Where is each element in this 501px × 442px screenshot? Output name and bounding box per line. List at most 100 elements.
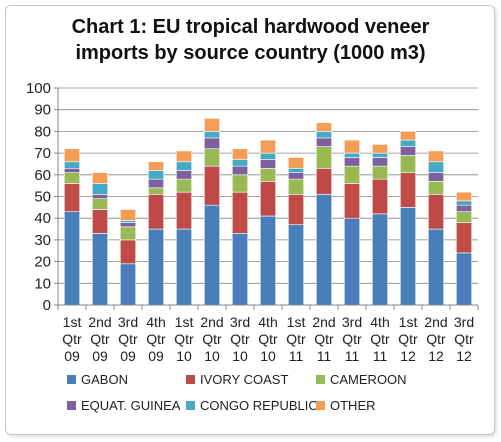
bar-segment-congo-republic [455,200,472,206]
x-tick-label: Qtr [202,331,222,347]
bar-segment-gabon [148,228,165,306]
bar-segment-equat-guinea [148,178,165,189]
x-tick-label: Qtr [426,331,446,347]
bar-segment-cameroon [148,187,165,195]
x-tick-label: 12 [428,348,444,364]
x-tick-label: 11 [289,348,304,364]
bar-segment-congo-republic [232,159,249,167]
x-tick-label: 1st [287,314,306,330]
x-tick-label: 11 [317,348,332,364]
bar-segment-other [259,139,276,154]
bar-segment-congo-republic [148,170,165,180]
x-tick-label: Qtr [146,331,166,347]
bar-segment-other [176,150,193,163]
bar-segment-equat-guinea [176,170,193,180]
x-tick-label: Qtr [90,331,110,347]
y-tick-label: 80 [34,123,51,140]
bar-segment-congo-republic [287,167,304,173]
y-tick-label: 50 [34,189,51,206]
x-tick-label: 2nd [312,314,335,330]
chart-title-line-1: Chart 1: EU tropical hardwood veneer [71,16,430,38]
bar-segment-other [120,209,137,221]
bar-segment-gabon [259,215,276,306]
x-tick-label: Qtr [230,331,250,347]
bar-segment-gabon [64,211,81,306]
bar-segment-ivory-coast [176,191,193,230]
bar-segment-other [287,157,304,169]
bar-segment-equat-guinea [343,157,360,167]
bar-segment-congo-republic [399,139,416,147]
bar-segment-ivory-coast [287,194,304,226]
bar-segment-congo-republic [120,220,137,223]
bar-segment-congo-republic [204,131,221,139]
x-tick-label: 12 [456,348,472,364]
bar-segment-gabon [315,194,332,306]
bar-segment-equat-guinea [455,204,472,212]
x-tick-label: 10 [232,348,248,364]
bar-segment-cameroon [287,178,304,195]
bar-segment-equat-guinea [204,137,221,150]
bar-segment-cameroon [343,165,360,184]
bar-segment-gabon [92,233,109,306]
x-tick-label: 1st [175,314,194,330]
x-tick-label: 3rd [454,314,474,330]
y-tick-label: 100 [26,80,51,97]
legend-swatch-other [316,401,325,410]
legend-label-other: OTHER [330,398,376,413]
bar-segment-cameroon [399,154,416,173]
y-tick-label: 0 [43,297,51,314]
legend-swatch-equat-guinea [67,401,76,410]
x-tick-label: 09 [120,348,136,364]
bar-segment-equat-guinea [399,146,416,156]
x-tick-label: 09 [148,348,164,364]
bar-segment-cameroon [232,174,249,193]
x-tick-label: Qtr [342,331,362,347]
bar-segment-ivory-coast [148,194,165,230]
bar-segment-congo-republic [427,161,444,173]
x-tick-label: Qtr [286,331,306,347]
bar-segment-ivory-coast [232,191,249,234]
y-tick-label: 20 [34,254,51,271]
legend-swatch-congo-republic [186,401,195,410]
legend-swatch-cameroon [316,375,325,384]
bar-segment-ivory-coast [315,167,332,195]
bar-segment-gabon [232,233,249,306]
bar-segment-ivory-coast [204,165,221,206]
bar-segment-cameroon [259,167,276,182]
x-tick-label: 10 [204,348,220,364]
x-tick-label: 3rd [118,314,138,330]
legend-label-cameroon: CAMEROON [330,372,407,387]
x-tick-label: 3rd [230,314,250,330]
bar-segment-congo-republic [259,152,276,160]
bar-segment-cameroon [455,211,472,223]
bar-segment-gabon [399,207,416,306]
bar-segment-other [343,139,360,154]
x-tick-label: 1st [63,314,82,330]
y-tick-label: 70 [34,145,51,162]
x-tick-label: 09 [92,348,108,364]
bar-segment-other [232,148,249,160]
bar-segment-cameroon [315,146,332,169]
legend-label-ivory-coast: IVORY COAST [200,372,288,387]
bar-segment-gabon [455,252,472,306]
x-tick-label: 2nd [88,314,111,330]
x-tick-label: 11 [373,348,388,364]
bar-segment-ivory-coast [455,222,472,254]
x-tick-label: 4th [146,314,165,330]
x-tick-label: Qtr [454,331,474,347]
chart-title-line-2: imports by source country (1000 m3) [75,42,426,64]
bar-segment-cameroon [176,178,193,193]
x-tick-label: 3rd [342,314,362,330]
bar-segment-congo-republic [92,183,109,195]
bar-segment-gabon [287,224,304,306]
bar-segment-cameroon [204,148,221,167]
bar-segment-congo-republic [315,131,332,139]
y-tick-label: 30 [34,232,51,249]
x-tick-label: Qtr [398,331,418,347]
bar-segment-other [148,161,165,171]
bar-segment-ivory-coast [371,178,388,215]
bar-segment-equat-guinea [120,222,137,228]
x-tick-label: Qtr [62,331,82,347]
bar-segment-other [455,191,472,202]
